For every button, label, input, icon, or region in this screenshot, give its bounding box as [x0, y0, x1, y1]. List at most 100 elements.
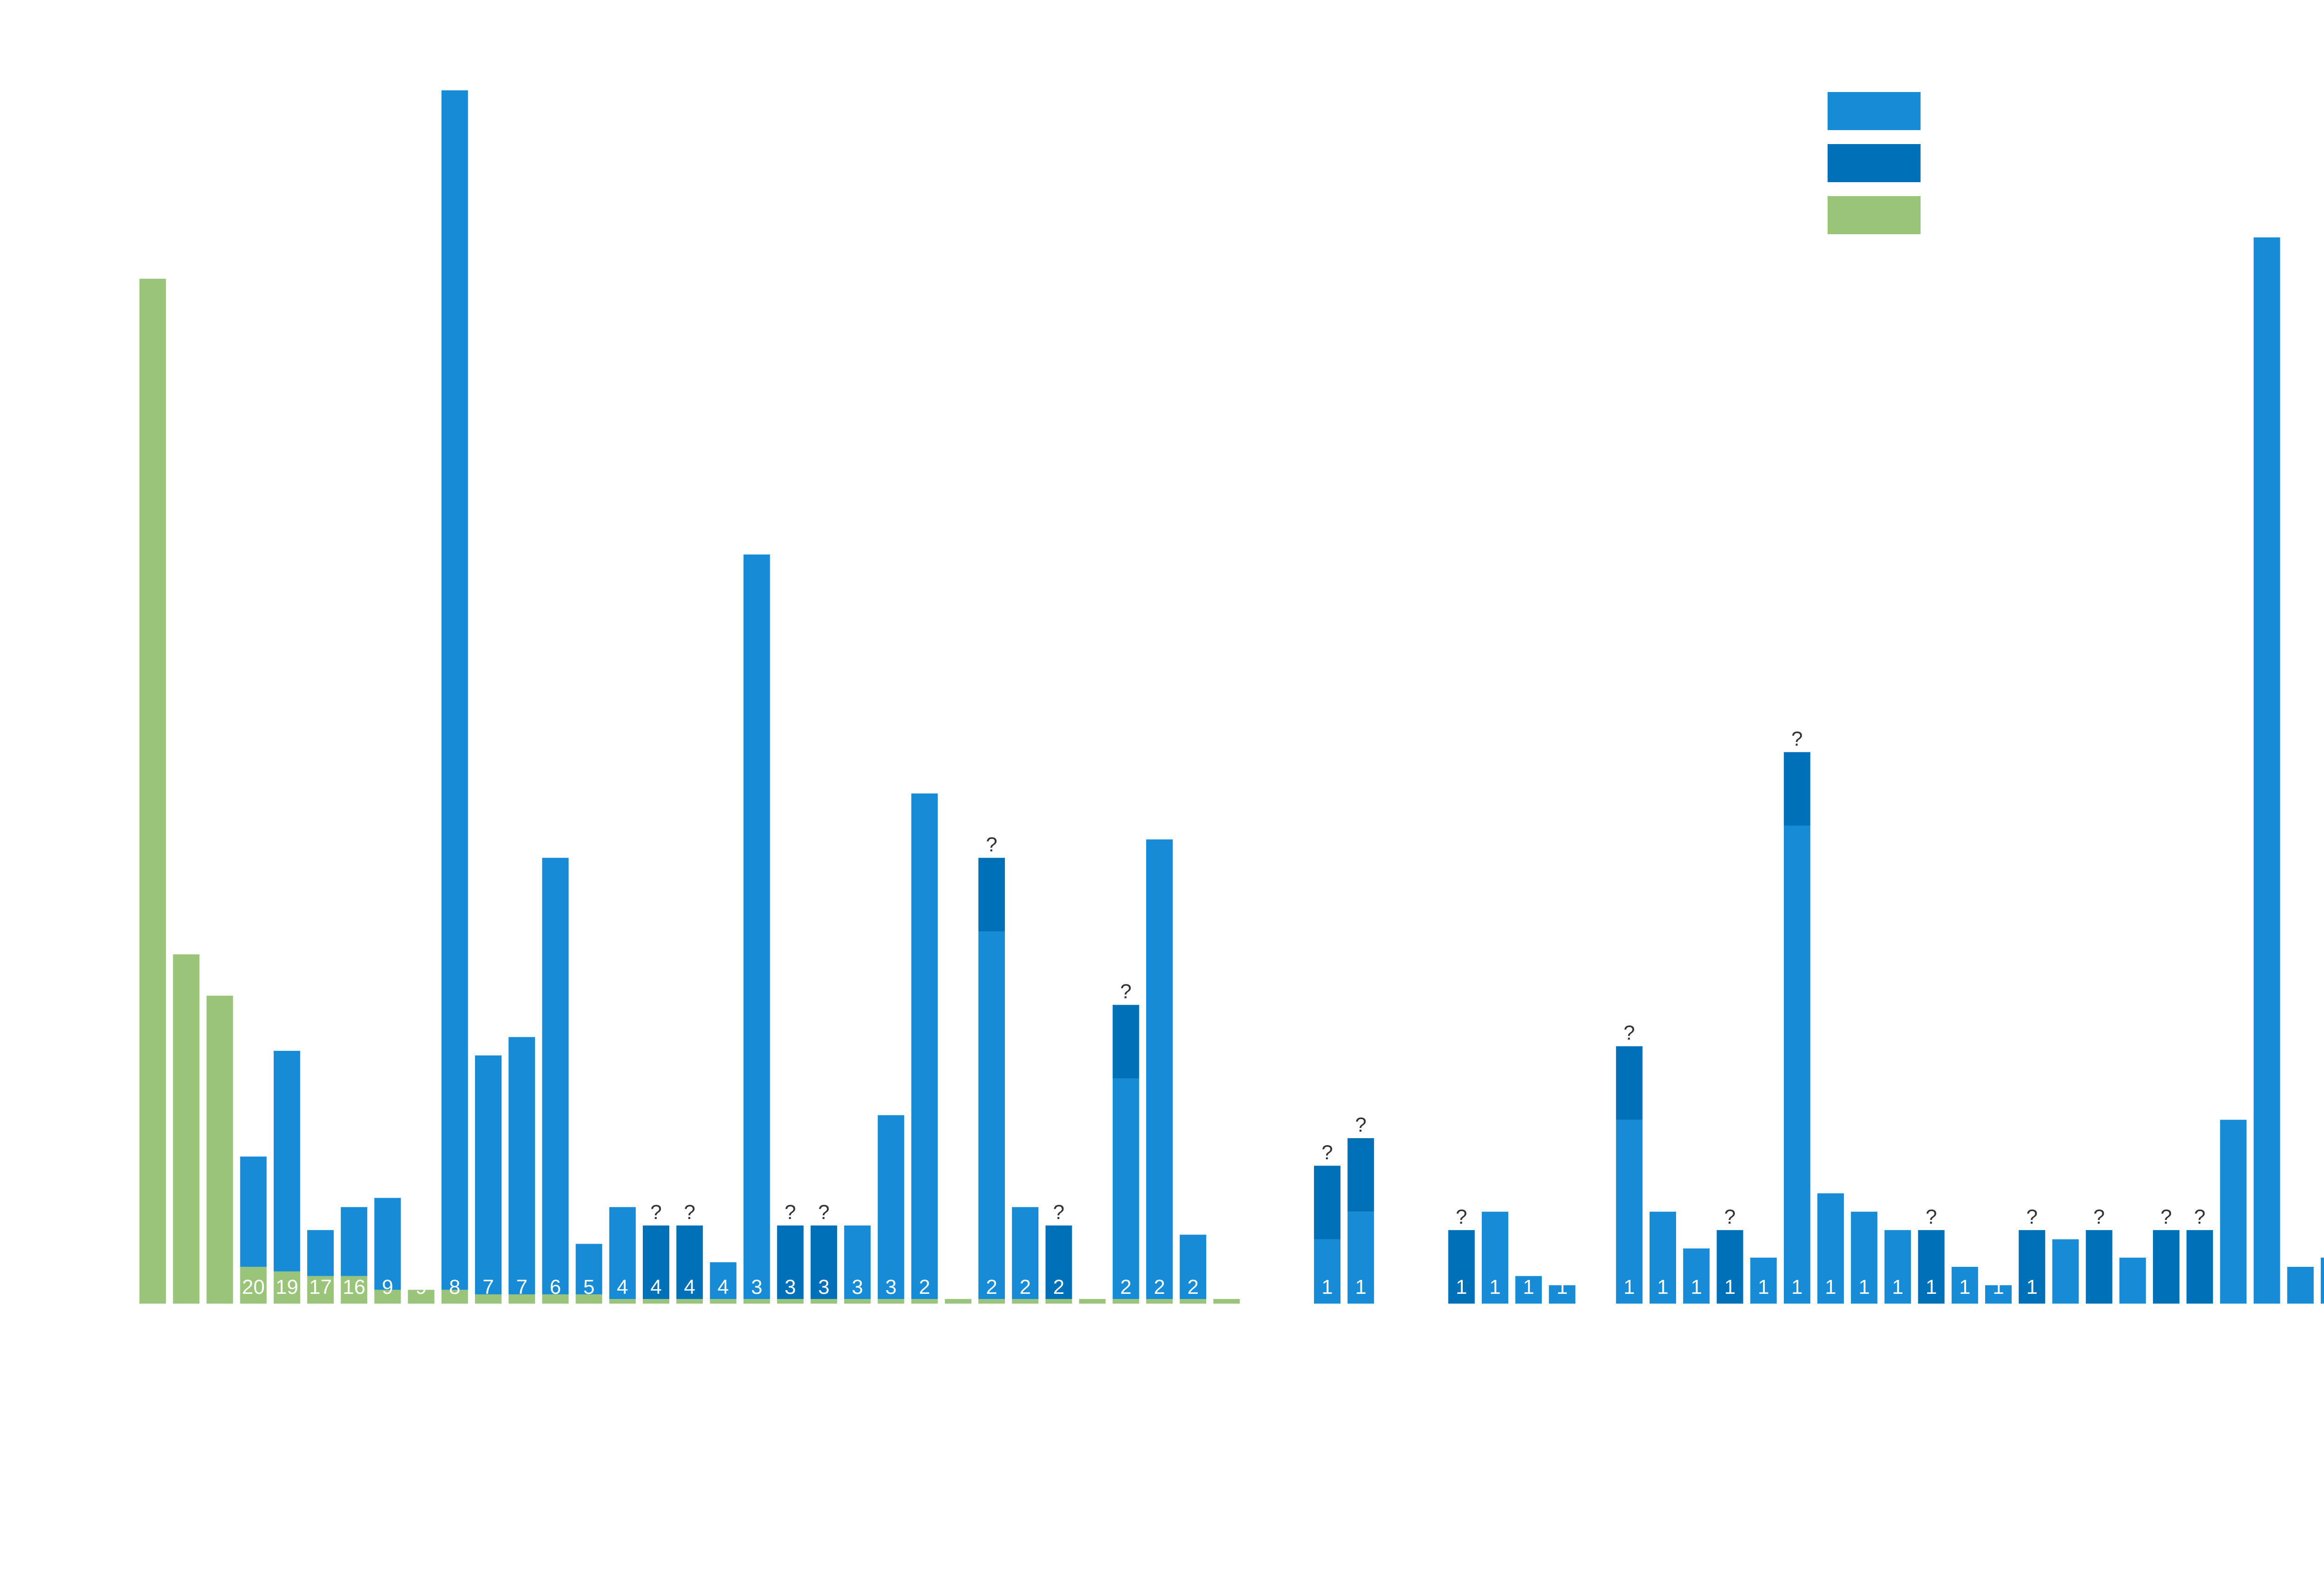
bar-segment-darkblue-20 — [777, 1225, 804, 1299]
question-mark-48: ? — [1724, 1206, 1736, 1228]
data-label-4: 20 — [242, 1276, 265, 1298]
bar-segment-blue-5 — [273, 1051, 300, 1272]
bar-segment-blue-27 — [1012, 1207, 1039, 1299]
bar-segment-green-5 — [273, 1271, 300, 1304]
bar-segment-blue-49 — [1750, 1258, 1777, 1304]
data-label-13: 6 — [550, 1276, 561, 1298]
bar-segment-green-32 — [1180, 1299, 1207, 1304]
bar-segment-green-17 — [676, 1299, 703, 1304]
bar-segment-green-21 — [811, 1299, 837, 1304]
bar-segment-green-1 — [139, 278, 166, 1304]
bar-segment-green-27 — [1012, 1299, 1039, 1304]
bar-segment-darkblue-59 — [2086, 1230, 2113, 1304]
data-label-6: 17 — [309, 1276, 332, 1298]
bar-segment-blue-45 — [1616, 1120, 1643, 1304]
data-label-55: 1 — [1959, 1276, 1970, 1298]
data-label-39: 1 — [1422, 1276, 1433, 1298]
legend-swatch-1 — [1828, 92, 1921, 130]
data-label-19: 3 — [751, 1276, 762, 1298]
question-mark-57: ? — [2026, 1206, 2037, 1228]
question-mark-30: ? — [1120, 980, 1131, 1003]
bar-segment-blue-60 — [2119, 1258, 2146, 1304]
bar-segment-green-16 — [643, 1299, 669, 1304]
data-label-31: 2 — [1154, 1276, 1165, 1298]
bar-segment-green-20 — [777, 1299, 804, 1304]
data-label-47: 1 — [1690, 1276, 1702, 1298]
data-label-15: 4 — [617, 1276, 628, 1298]
bar-segment-darkblue-54 — [1918, 1230, 1945, 1304]
bar-segment-blue-41 — [1482, 1212, 1508, 1304]
data-label-32: 2 — [1187, 1276, 1198, 1298]
bar-segment-green-33 — [1213, 1299, 1240, 1304]
data-label-45: 1 — [1624, 1276, 1635, 1298]
bar-segment-green-25 — [944, 1299, 971, 1304]
bar-segment-green-31 — [1146, 1299, 1173, 1304]
data-label-10: 8 — [449, 1276, 460, 1298]
data-label-57: 1 — [2026, 1276, 2037, 1298]
bar-segment-darkblue-40 — [1448, 1230, 1475, 1304]
data-label-42: 1 — [1523, 1276, 1534, 1298]
bar-segment-darkblue-50 — [1783, 752, 1810, 826]
bar-segment-blue-46 — [1650, 1212, 1676, 1304]
bar-segment-blue-51 — [1817, 1193, 1844, 1304]
data-label-52: 1 — [1858, 1276, 1869, 1298]
question-mark-40: ? — [1456, 1206, 1467, 1228]
bar-segment-blue-43 — [1549, 1285, 1576, 1304]
bar-segment-darkblue-45 — [1616, 1046, 1643, 1120]
bar-segment-green-2 — [173, 954, 200, 1304]
bar-segment-green-6 — [307, 1276, 334, 1304]
bar-segment-blue-14 — [575, 1244, 602, 1295]
data-label-23: 3 — [885, 1276, 897, 1298]
bar-segment-green-4 — [240, 1266, 267, 1304]
bar-segment-green-11 — [475, 1294, 502, 1304]
bar-segment-green-30 — [1112, 1299, 1139, 1304]
bar-segment-blue-4 — [240, 1156, 267, 1267]
question-mark-59: ? — [2093, 1206, 2105, 1228]
bar-segment-darkblue-48 — [1717, 1230, 1743, 1304]
bar-segment-blue-23 — [878, 1115, 905, 1299]
question-mark-26: ? — [986, 833, 997, 856]
bar-segment-darkblue-28 — [1045, 1225, 1072, 1299]
bar-segment-blue-56 — [1985, 1285, 2012, 1304]
bar-segment-blue-63 — [2220, 1120, 2247, 1304]
data-label-26: 2 — [986, 1276, 997, 1298]
data-label-7: 16 — [343, 1276, 365, 1298]
bar-segment-blue-18 — [710, 1262, 737, 1299]
data-label-11: 7 — [482, 1276, 494, 1298]
bar-segment-blue-32 — [1180, 1234, 1207, 1299]
bar-segment-darkblue-30 — [1112, 1005, 1139, 1079]
bar-segment-green-7 — [341, 1276, 368, 1304]
bar-segment-green-23 — [878, 1299, 905, 1304]
data-label-48: 1 — [1724, 1276, 1736, 1298]
question-mark-20: ? — [785, 1201, 796, 1224]
data-label-40: 1 — [1456, 1276, 1467, 1298]
bar-segment-blue-66 — [2321, 1258, 2324, 1304]
bar-segment-darkblue-26 — [978, 857, 1005, 931]
bar-segment-green-14 — [575, 1294, 602, 1304]
question-mark-62: ? — [2194, 1206, 2205, 1228]
bar-segment-blue-26 — [978, 931, 1005, 1299]
question-mark-28: ? — [1053, 1201, 1064, 1224]
data-label-5: 19 — [276, 1276, 298, 1298]
bar-segment-blue-24 — [911, 793, 938, 1299]
data-label-46: 1 — [1657, 1276, 1668, 1298]
bar-segment-darkblue-61 — [2153, 1230, 2179, 1304]
legend — [1828, 92, 1921, 234]
bar-segment-blue-64 — [2253, 237, 2280, 1304]
bar-segment-blue-36 — [1314, 1239, 1340, 1304]
data-label-56: 1 — [1993, 1276, 2004, 1298]
bar-segment-blue-58 — [2052, 1239, 2079, 1304]
bar-segment-darkblue-21 — [811, 1225, 837, 1299]
data-label-8: 9 — [382, 1276, 393, 1298]
bar-segment-green-18 — [710, 1299, 737, 1304]
question-mark-17: ? — [684, 1201, 695, 1224]
question-mark-36: ? — [1321, 1141, 1333, 1164]
bar-segment-blue-37 — [1347, 1212, 1374, 1304]
bar-segment-blue-22 — [844, 1225, 871, 1299]
data-label-43: 1 — [1557, 1276, 1568, 1298]
legend-swatch-2 — [1828, 144, 1921, 182]
data-label-21: 3 — [818, 1276, 829, 1298]
bar-segment-darkblue-16 — [643, 1225, 669, 1299]
question-mark-61: ? — [2160, 1206, 2172, 1228]
